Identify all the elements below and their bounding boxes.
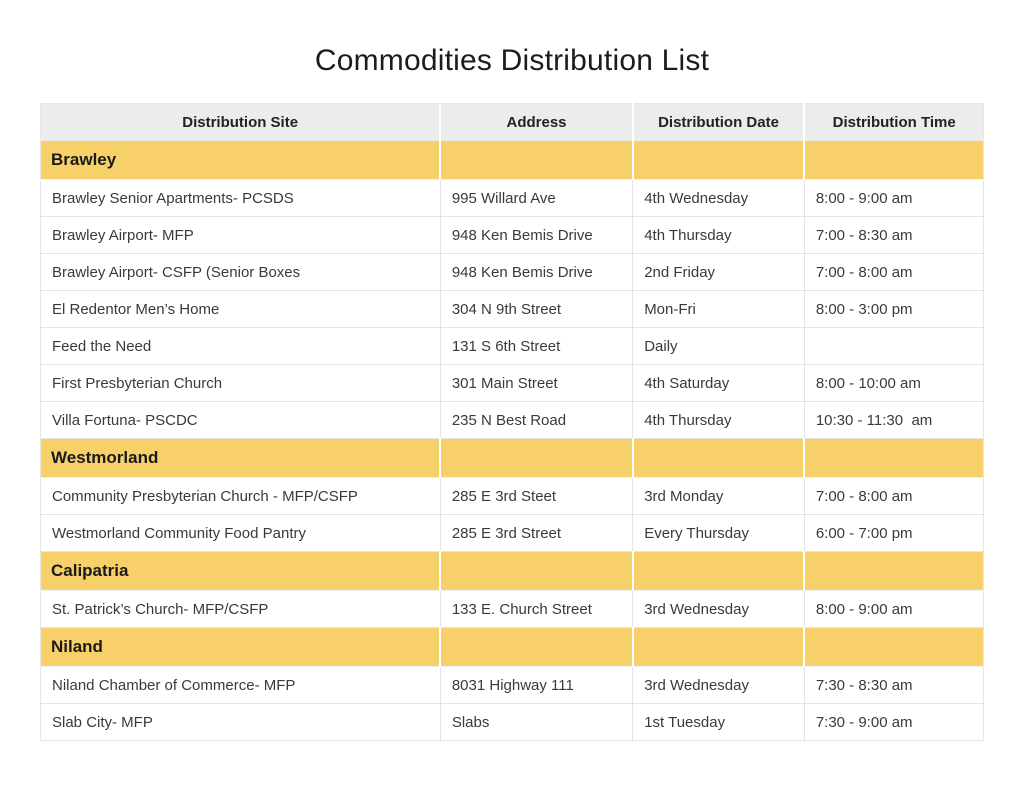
site-cell: El Redentor Men’s Home bbox=[40, 290, 441, 328]
date-cell: 3rd Monday bbox=[632, 477, 805, 515]
table-row: Brawley Airport- CSFP (Senior Boxes 948 K… bbox=[40, 253, 984, 291]
address-cell: 995 Willard Ave bbox=[440, 179, 634, 217]
date-cell: 4th Wednesday bbox=[632, 179, 805, 217]
time-cell bbox=[804, 327, 984, 365]
date-cell: 3rd Wednesday bbox=[632, 590, 805, 628]
time-cell: 7:30 - 9:00 am bbox=[804, 703, 984, 741]
section-row-niland: Niland bbox=[40, 627, 984, 667]
date-cell: 4th Thursday bbox=[632, 216, 805, 254]
date-cell: 3rd Wednesday bbox=[632, 666, 805, 704]
section-row-brawley: Brawley bbox=[40, 140, 984, 180]
section-empty-cell bbox=[440, 551, 634, 591]
date-cell: 1st Tuesday bbox=[632, 703, 805, 741]
table-row: Feed the Need 131 S 6th Street Daily bbox=[40, 327, 984, 365]
section-empty-cell bbox=[804, 438, 984, 478]
column-header-address: Address bbox=[440, 103, 634, 141]
site-cell: Brawley Airport- MFP bbox=[40, 216, 441, 254]
time-cell: 8:00 - 10:00 am bbox=[804, 364, 984, 402]
table-row: Brawley Airport- MFP 948 Ken Bemis Drive 4… bbox=[40, 216, 984, 254]
date-cell: Every Thursday bbox=[632, 514, 805, 552]
table-row: Westmorland Community Food Pantry 285 E 3… bbox=[40, 514, 984, 552]
site-cell: Niland Chamber of Commerce- MFP bbox=[40, 666, 441, 704]
time-cell: 6:00 - 7:00 pm bbox=[804, 514, 984, 552]
address-cell: 285 E 3rd Street bbox=[440, 514, 634, 552]
site-cell: Brawley Airport- CSFP (Senior Boxes bbox=[40, 253, 441, 291]
site-cell: St. Patrick’s Church- MFP/CSFP bbox=[40, 590, 441, 628]
section-label: Brawley bbox=[40, 140, 442, 180]
site-cell: Slab City- MFP bbox=[40, 703, 441, 741]
address-cell: 133 E. Church Street bbox=[440, 590, 634, 628]
section-empty-cell bbox=[804, 627, 984, 667]
table-header-row: Distribution Site Address Distribution D… bbox=[40, 103, 984, 141]
address-cell: 304 N 9th Street bbox=[440, 290, 634, 328]
table-row: Community Presbyterian Church - MFP/CSFP… bbox=[40, 477, 984, 515]
column-header-distribution-site: Distribution Site bbox=[40, 103, 442, 141]
time-cell: 8:00 - 9:00 am bbox=[804, 179, 984, 217]
table-row: Brawley Senior Apartments- PCSDS 995 Will… bbox=[40, 179, 984, 217]
section-empty-cell bbox=[804, 140, 984, 180]
address-cell: 8031 Highway 111 bbox=[440, 666, 634, 704]
section-empty-cell bbox=[632, 140, 806, 180]
section-empty-cell bbox=[632, 438, 806, 478]
section-empty-cell bbox=[632, 551, 806, 591]
site-cell: Brawley Senior Apartments- PCSDS bbox=[40, 179, 441, 217]
date-cell: 4th Saturday bbox=[632, 364, 805, 402]
section-row-westmorland: Westmorland bbox=[40, 438, 984, 478]
section-row-calipatria: Calipatria bbox=[40, 551, 984, 591]
table-row: Niland Chamber of Commerce- MFP 8031 High… bbox=[40, 666, 984, 704]
address-cell: 131 S 6th Street bbox=[440, 327, 634, 365]
section-empty-cell bbox=[440, 140, 634, 180]
site-cell: Feed the Need bbox=[40, 327, 441, 365]
date-cell: 2nd Friday bbox=[632, 253, 805, 291]
address-cell: Slabs bbox=[440, 703, 634, 741]
section-empty-cell bbox=[440, 627, 634, 667]
table-body: Brawley Brawley Senior Apartments- PCSDS 9… bbox=[40, 140, 984, 741]
time-cell: 10:30 - 11:30 am bbox=[804, 401, 984, 439]
section-label: Westmorland bbox=[40, 438, 442, 478]
address-cell: 948 Ken Bemis Drive bbox=[440, 253, 634, 291]
site-cell: Villa Fortuna- PSCDC bbox=[40, 401, 441, 439]
table-row: El Redentor Men’s Home 304 N 9th Street Mo… bbox=[40, 290, 984, 328]
column-header-distribution-time: Distribution Time bbox=[804, 103, 984, 141]
section-empty-cell bbox=[632, 627, 806, 667]
section-label: Niland bbox=[40, 627, 442, 667]
date-cell: Daily bbox=[632, 327, 805, 365]
site-cell: Community Presbyterian Church - MFP/CSFP bbox=[40, 477, 441, 515]
time-cell: 7:00 - 8:00 am bbox=[804, 477, 984, 515]
column-header-distribution-date: Distribution Date bbox=[632, 103, 806, 141]
time-cell: 8:00 - 9:00 am bbox=[804, 590, 984, 628]
address-cell: 948 Ken Bemis Drive bbox=[440, 216, 634, 254]
time-cell: 8:00 - 3:00 pm bbox=[804, 290, 984, 328]
date-cell: 4th Thursday bbox=[632, 401, 805, 439]
address-cell: 235 N Best Road bbox=[440, 401, 634, 439]
section-empty-cell bbox=[440, 438, 634, 478]
section-empty-cell bbox=[804, 551, 984, 591]
time-cell: 7:00 - 8:30 am bbox=[804, 216, 984, 254]
address-cell: 301 Main Street bbox=[440, 364, 634, 402]
table-row: Slab City- MFP Slabs 1st Tuesday 7:30 - 9:0… bbox=[40, 703, 984, 741]
site-cell: First Presbyterian Church bbox=[40, 364, 441, 402]
page-title: Commodities Distribution List bbox=[314, 44, 710, 77]
table-row: St. Patrick’s Church- MFP/CSFP 133 E. Chu… bbox=[40, 590, 984, 628]
site-cell: Westmorland Community Food Pantry bbox=[40, 514, 441, 552]
date-cell: Mon-Fri bbox=[632, 290, 805, 328]
table-row: Villa Fortuna- PSCDC 235 N Best Road 4th T… bbox=[40, 401, 984, 439]
distribution-table: Distribution Site Address Distribution D… bbox=[40, 103, 984, 741]
section-label: Calipatria bbox=[40, 551, 442, 591]
time-cell: 7:30 - 8:30 am bbox=[804, 666, 984, 704]
time-cell: 7:00 - 8:00 am bbox=[804, 253, 984, 291]
address-cell: 285 E 3rd Steet bbox=[440, 477, 634, 515]
table-row: First Presbyterian Church 301 Main Street… bbox=[40, 364, 984, 402]
